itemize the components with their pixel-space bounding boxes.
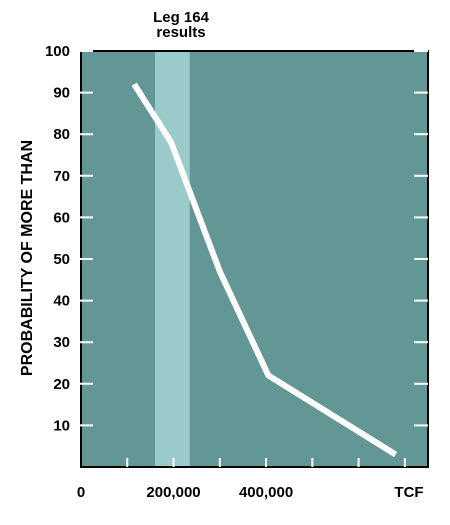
annotation-results: results	[156, 24, 205, 41]
y-tick-label: 30	[53, 334, 70, 351]
y-tick-label: 40	[53, 293, 70, 310]
leg-164-results-band	[155, 52, 190, 466]
y-axis-label: PROBABILITY OF MORE THAN	[19, 140, 36, 376]
y-tick-labels: 10 20 30 40 50 60 70 80 90 100	[45, 43, 70, 434]
y-tick-label: 70	[53, 168, 70, 185]
tick-marks	[75, 50, 428, 467]
y-tick-label: 90	[53, 85, 70, 102]
y-tick-label: 60	[53, 209, 70, 226]
x-tick-labels: 0 200,000 400,000	[77, 484, 293, 501]
x-tick-label: 400,000	[239, 484, 293, 501]
y-tick-label: 100	[45, 43, 70, 60]
x-tick-label: 200,000	[146, 484, 200, 501]
y-tick-label: 50	[53, 251, 70, 268]
y-tick-label: 20	[53, 376, 70, 393]
plot-background	[80, 50, 429, 468]
y-tick-label: 10	[53, 417, 70, 434]
probability-curve	[131, 82, 398, 458]
annotation-leg-164: Leg 164	[153, 9, 210, 26]
y-tick-label: 80	[53, 126, 70, 143]
x-tick-label: 0	[77, 484, 85, 501]
x-axis-unit-label: TCF	[394, 484, 423, 501]
